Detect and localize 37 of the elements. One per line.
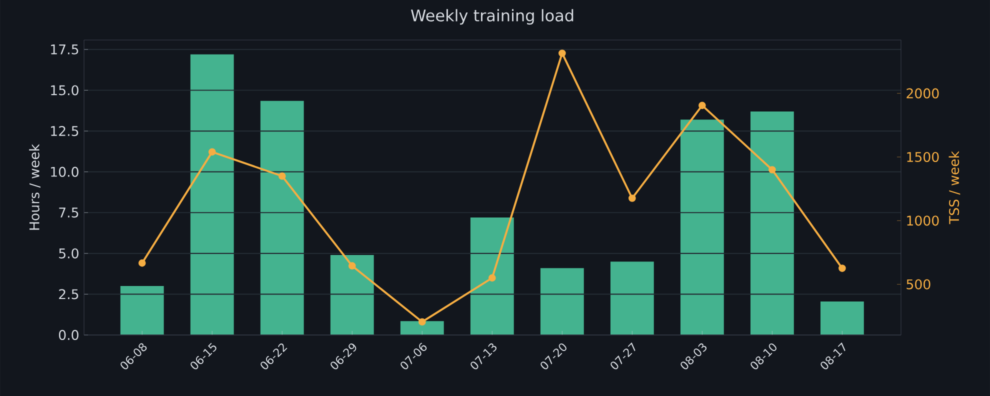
bar (540, 268, 584, 335)
bar (120, 286, 164, 335)
point (278, 172, 286, 180)
y-tick-label: 7.5 (59, 208, 78, 218)
y-tick-label: 5.0 (59, 248, 78, 258)
point (348, 262, 356, 270)
y2-tick-label: 500 (906, 279, 930, 290)
bar (610, 262, 654, 335)
point (698, 102, 706, 110)
y-tick-label: 10.0 (51, 166, 78, 177)
y2-tick-label: 1500 (907, 152, 939, 162)
y-axis-title: Hours / week (29, 144, 40, 230)
point (138, 259, 146, 267)
bar (400, 321, 444, 335)
bar (470, 218, 514, 335)
point (208, 148, 216, 156)
point (768, 166, 776, 174)
y2-axis-title: TSS / week (948, 150, 960, 224)
y-tick-label: 17.5 (51, 44, 78, 54)
y-tick-label: 12.5 (51, 126, 78, 136)
bar (260, 100, 304, 335)
bar (680, 120, 724, 335)
chart-title: Weekly training load (410, 9, 574, 25)
point (488, 274, 496, 282)
point (558, 50, 566, 57)
bar (330, 255, 374, 335)
bar (820, 302, 864, 335)
y2-tick-label: 1000 (907, 216, 939, 226)
bar (190, 54, 234, 335)
y-tick-label: 0.0 (58, 330, 78, 340)
point (838, 264, 846, 272)
y2-tick-label: 2000 (906, 88, 939, 98)
point (628, 194, 636, 202)
bar (750, 111, 794, 335)
y-tick-label: 15.0 (51, 85, 78, 96)
y-tick-label: 2.5 (59, 289, 78, 300)
point (418, 318, 426, 326)
